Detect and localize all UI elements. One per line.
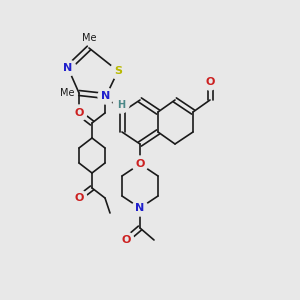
Text: N: N [63,63,73,73]
Circle shape [132,200,148,216]
Text: H: H [117,100,125,110]
Circle shape [118,232,134,248]
Circle shape [98,88,114,104]
Text: O: O [135,159,145,169]
Circle shape [202,74,218,90]
Circle shape [113,97,129,113]
Circle shape [60,60,76,76]
Text: Me: Me [82,33,96,43]
Text: O: O [74,108,84,118]
Circle shape [71,190,87,206]
Text: S: S [114,66,122,76]
Text: Me: Me [60,88,74,98]
Circle shape [110,63,126,79]
Text: O: O [121,235,131,245]
Text: N: N [135,203,145,213]
Text: O: O [205,77,215,87]
Circle shape [71,105,87,121]
Text: N: N [101,91,111,101]
Text: O: O [74,193,84,203]
Circle shape [132,156,148,172]
